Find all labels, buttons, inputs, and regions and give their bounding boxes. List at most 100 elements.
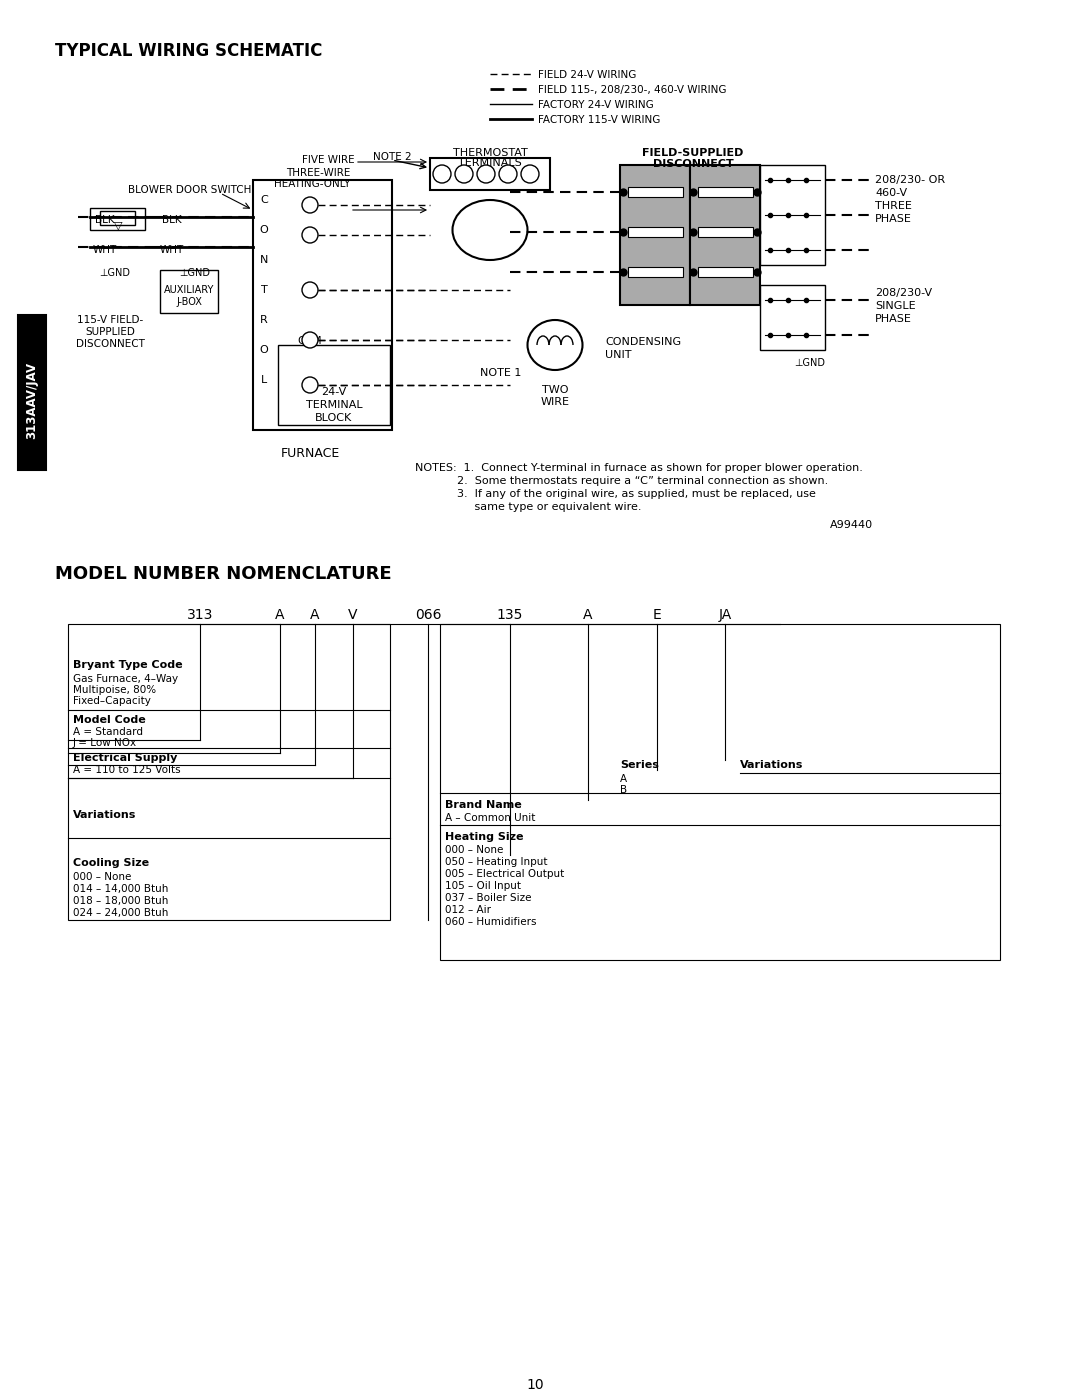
Text: WIRE: WIRE — [540, 397, 569, 407]
Circle shape — [433, 165, 451, 183]
Text: ⊥GND: ⊥GND — [99, 268, 131, 278]
Text: WHT: WHT — [93, 244, 117, 256]
Text: N: N — [260, 256, 268, 265]
Text: BLK: BLK — [95, 215, 114, 225]
Bar — [760, 165, 825, 265]
Text: L: L — [261, 374, 267, 386]
Text: Cooling Size: Cooling Size — [73, 858, 149, 868]
Text: W: W — [437, 170, 447, 180]
Text: HEATING-ONLY: HEATING-ONLY — [273, 179, 350, 189]
Text: 000 – None: 000 – None — [73, 872, 132, 882]
Text: A: A — [620, 774, 627, 784]
Bar — [278, 345, 390, 425]
Text: O: O — [259, 225, 268, 235]
Text: BLK: BLK — [162, 215, 181, 225]
Text: 208/230- OR: 208/230- OR — [875, 175, 945, 184]
Text: THREE-WIRE: THREE-WIRE — [285, 168, 350, 177]
Text: 005 – Electrical Output: 005 – Electrical Output — [445, 869, 564, 879]
Text: THREE: THREE — [875, 201, 912, 211]
Bar — [627, 187, 683, 197]
Text: 3.  If any of the original wire, as supplied, must be replaced, use: 3. If any of the original wire, as suppl… — [415, 489, 815, 499]
Text: Electrical Supply: Electrical Supply — [73, 753, 177, 763]
Text: Variations: Variations — [740, 760, 804, 770]
Bar — [627, 267, 683, 277]
Bar — [698, 267, 753, 277]
Bar — [430, 158, 550, 190]
Text: Fixed–Capacity: Fixed–Capacity — [73, 696, 151, 705]
Text: A = 110 to 125 Volts: A = 110 to 125 Volts — [73, 766, 180, 775]
Text: Heating Size: Heating Size — [445, 833, 524, 842]
Text: A – Common Unit: A – Common Unit — [445, 813, 536, 823]
Text: AUXILIARY: AUXILIARY — [164, 285, 214, 295]
Text: NOTE 1: NOTE 1 — [480, 367, 522, 379]
Text: A: A — [275, 608, 285, 622]
Text: ▽: ▽ — [113, 219, 122, 231]
Text: R: R — [307, 231, 313, 242]
Text: same type or equivalent wire.: same type or equivalent wire. — [415, 502, 642, 511]
Circle shape — [302, 226, 318, 243]
Text: TERMINALS: TERMINALS — [458, 158, 522, 168]
Text: 24-V: 24-V — [322, 387, 347, 397]
Text: ⊥GND: ⊥GND — [795, 358, 825, 367]
Text: FACTORY 24-V WIRING: FACTORY 24-V WIRING — [538, 101, 653, 110]
Text: G: G — [504, 170, 512, 180]
Text: J-BOX: J-BOX — [176, 298, 202, 307]
Text: 313AAV/JAV: 313AAV/JAV — [26, 362, 39, 439]
Text: 000 – None: 000 – None — [445, 845, 503, 855]
Text: R: R — [260, 314, 268, 326]
Text: CONDENSING: CONDENSING — [605, 337, 681, 346]
Text: 2.  Some thermostats require a “C” terminal connection as shown.: 2. Some thermostats require a “C” termin… — [415, 476, 828, 486]
Text: A = Standard: A = Standard — [73, 726, 143, 738]
Text: Multipoise, 80%: Multipoise, 80% — [73, 685, 157, 694]
Text: 012 – Air: 012 – Air — [445, 905, 491, 915]
Bar — [253, 180, 392, 430]
Text: 460-V: 460-V — [875, 189, 907, 198]
Text: B: B — [620, 785, 627, 795]
Text: Model Code: Model Code — [73, 715, 146, 725]
Text: FIELD-SUPPLIED: FIELD-SUPPLIED — [643, 148, 744, 158]
Text: 066: 066 — [415, 608, 442, 622]
Text: G: G — [306, 286, 314, 296]
Text: Gas Furnace, 4–Way: Gas Furnace, 4–Way — [73, 673, 178, 685]
Ellipse shape — [453, 200, 527, 260]
Text: J = Low NOx: J = Low NOx — [73, 738, 137, 747]
Text: Bryant Type Code: Bryant Type Code — [73, 659, 183, 671]
Text: 313: 313 — [187, 608, 213, 622]
Bar — [690, 165, 760, 305]
Text: 050 – Heating Input: 050 – Heating Input — [445, 856, 548, 868]
Text: FIELD 24-V WIRING: FIELD 24-V WIRING — [538, 70, 636, 80]
Bar — [18, 314, 46, 469]
Text: 115-V FIELD-: 115-V FIELD- — [77, 314, 144, 326]
Text: 024 – 24,000 Btuh: 024 – 24,000 Btuh — [73, 908, 168, 918]
Text: V: V — [348, 608, 357, 622]
Circle shape — [499, 165, 517, 183]
Text: FURNACE: FURNACE — [281, 447, 339, 460]
Text: TWO: TWO — [542, 386, 568, 395]
Text: 208/230-V: 208/230-V — [875, 288, 932, 298]
Text: A99440: A99440 — [831, 520, 873, 529]
Text: SUPPLIED: SUPPLIED — [85, 327, 135, 337]
Text: TYPICAL WIRING SCHEMATIC: TYPICAL WIRING SCHEMATIC — [55, 42, 322, 60]
Text: WHT: WHT — [160, 244, 184, 256]
Text: T: T — [260, 285, 268, 295]
Text: BLOWER DOOR SWITCH: BLOWER DOOR SWITCH — [129, 184, 252, 196]
Text: Variations: Variations — [73, 810, 136, 820]
Text: 014 – 14,000 Btuh: 014 – 14,000 Btuh — [73, 884, 168, 894]
Circle shape — [302, 282, 318, 298]
Bar — [620, 165, 690, 305]
Text: TERMINAL: TERMINAL — [306, 400, 362, 409]
Bar — [100, 211, 135, 225]
Text: Series: Series — [620, 760, 659, 770]
Text: COM: COM — [298, 337, 322, 346]
Text: C: C — [461, 170, 468, 180]
Circle shape — [302, 197, 318, 212]
Text: 060 – Humidifiers: 060 – Humidifiers — [445, 916, 537, 928]
Text: 105 – Oil Input: 105 – Oil Input — [445, 882, 521, 891]
Text: SINGLE: SINGLE — [875, 300, 916, 312]
Text: NOTES:  1.  Connect Y-terminal in furnace as shown for proper blower operation.: NOTES: 1. Connect Y-terminal in furnace … — [415, 462, 863, 474]
Text: Y: Y — [527, 170, 532, 180]
Text: 10: 10 — [526, 1377, 544, 1391]
Bar — [68, 624, 390, 921]
Text: PHASE: PHASE — [875, 214, 912, 224]
Circle shape — [521, 165, 539, 183]
